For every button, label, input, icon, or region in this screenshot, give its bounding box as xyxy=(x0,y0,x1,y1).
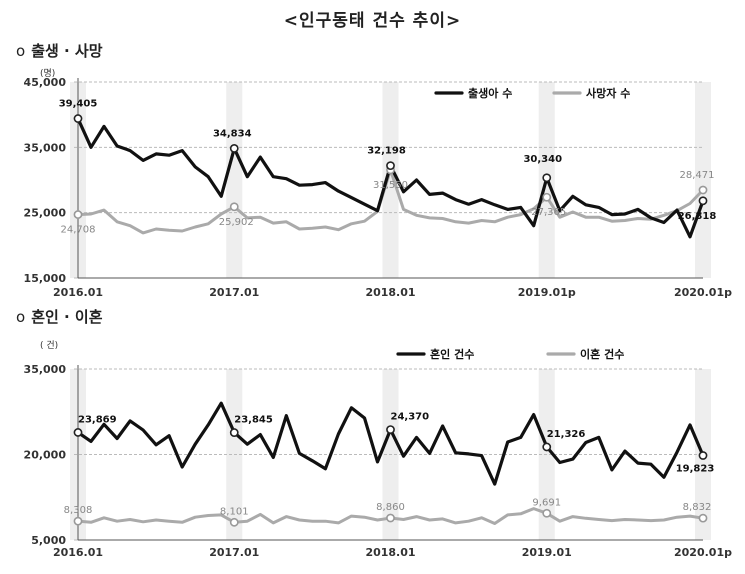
data-label: 34,834 xyxy=(213,128,252,139)
page-title: <인구동태 건수 추이> xyxy=(283,11,462,31)
legend-label: 혼인 건수 xyxy=(430,347,474,361)
data-point-marker xyxy=(73,428,83,437)
january-band xyxy=(695,82,711,278)
data-point-marker xyxy=(229,428,239,437)
y-tick-label: 25,000 xyxy=(24,207,67,220)
section-title-text: 혼인 · 이혼 xyxy=(31,308,103,326)
section-bullet: o xyxy=(16,42,26,60)
data-point-marker xyxy=(229,202,239,212)
data-label: 26,818 xyxy=(678,211,717,222)
data-label: 24,370 xyxy=(391,412,430,423)
data-label: 9,691 xyxy=(532,497,561,508)
data-label: 31,550 xyxy=(373,180,408,191)
data-point-marker xyxy=(229,517,239,527)
data-label: 8,860 xyxy=(376,502,405,513)
data-point-marker xyxy=(542,508,552,518)
y-tick-label: 45,000 xyxy=(24,76,67,89)
data-point-marker xyxy=(386,425,395,434)
data-label: 39,405 xyxy=(59,99,98,110)
x-tick-label: 2019.01 xyxy=(522,546,572,559)
x-tick-label: 2019.01p xyxy=(518,286,576,299)
data-label: 32,198 xyxy=(367,146,406,157)
data-point-marker xyxy=(73,210,83,219)
x-tick-label: 2016.01 xyxy=(53,286,103,299)
data-label: 24,708 xyxy=(61,225,96,236)
data-label: 23,845 xyxy=(234,415,273,426)
january-band xyxy=(382,82,399,278)
x-tick-label: 2018.01 xyxy=(365,286,415,299)
y-tick-label: 35,000 xyxy=(24,141,67,154)
x-tick-label: 2020.01p xyxy=(674,286,732,299)
data-label: 27,365 xyxy=(531,207,566,218)
data-point-marker xyxy=(698,185,708,195)
y-tick-label: 15,000 xyxy=(24,272,67,285)
legend-label: 출생아 수 xyxy=(468,86,512,100)
section-bullet: o xyxy=(16,308,26,326)
january-band xyxy=(226,82,243,278)
data-label: 28,471 xyxy=(680,170,715,181)
y-tick-label: 35,000 xyxy=(24,363,67,376)
x-tick-label: 2017.01 xyxy=(209,546,259,559)
data-point-marker xyxy=(542,442,552,452)
data-point-marker xyxy=(698,451,708,460)
data-point-marker xyxy=(73,114,83,123)
data-label: 8,832 xyxy=(683,502,712,513)
x-tick-label: 2020.01p xyxy=(674,546,732,559)
data-point-marker xyxy=(542,173,552,183)
data-point-marker xyxy=(386,513,395,523)
legend-label: 사망자 수 xyxy=(586,86,630,100)
section-title-text: 출생 · 사망 xyxy=(31,42,103,60)
data-label: 8,101 xyxy=(220,506,249,517)
y-tick-label: 20,000 xyxy=(24,449,67,462)
data-label: 21,326 xyxy=(547,429,586,440)
x-tick-label: 2018.01 xyxy=(365,546,415,559)
x-tick-label: 2017.01 xyxy=(209,286,259,299)
data-point-marker xyxy=(698,513,708,523)
data-label: 8,308 xyxy=(64,505,93,516)
data-point-marker xyxy=(229,144,239,153)
data-label: 25,902 xyxy=(219,217,254,228)
legend-label: 이혼 건수 xyxy=(580,347,624,361)
section-title-marriage-divorce: o 혼인 · 이혼 xyxy=(16,306,103,327)
unit-label: ( 건) xyxy=(40,340,58,351)
data-point-marker xyxy=(386,161,395,171)
data-label: 19,823 xyxy=(676,464,715,475)
data-label: 30,340 xyxy=(523,154,562,165)
data-point-marker xyxy=(698,196,708,206)
data-label: 23,869 xyxy=(78,414,117,425)
x-tick-label: 2016.01 xyxy=(53,546,103,559)
data-point-marker xyxy=(542,192,552,202)
data-point-marker xyxy=(73,516,83,526)
unit-label: (명) xyxy=(40,68,55,79)
section-title-birth-death: o 출생 · 사망 xyxy=(16,40,103,61)
y-tick-label: 5,000 xyxy=(31,534,66,547)
